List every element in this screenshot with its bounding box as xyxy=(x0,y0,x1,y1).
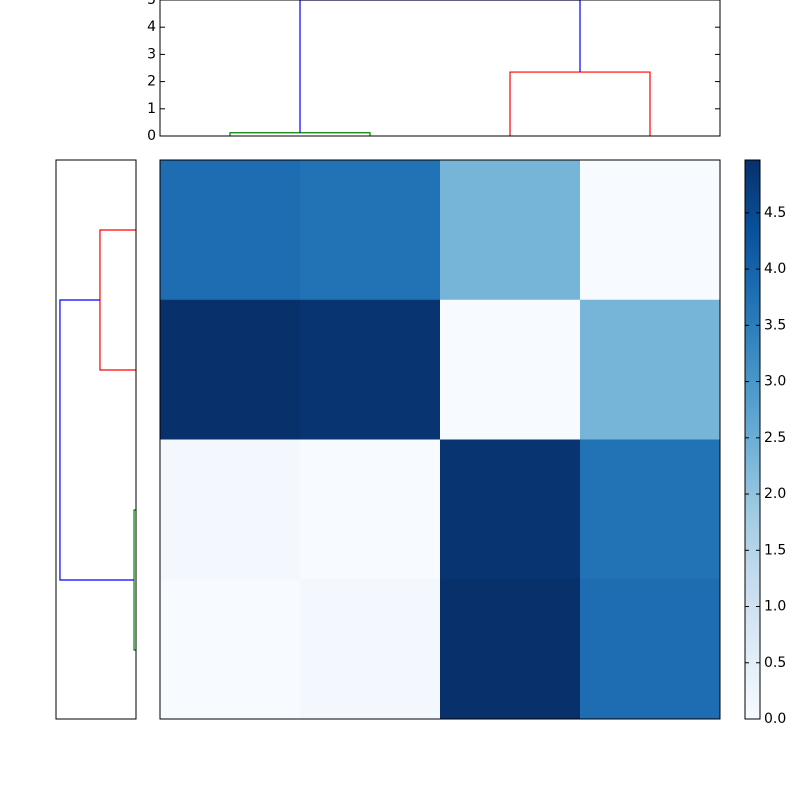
heatmap-cell xyxy=(160,439,301,580)
colorbar-tick-label: 2.0 xyxy=(764,486,786,502)
y-tick-label: 3 xyxy=(147,46,156,62)
colorbar-tick-label: 0.0 xyxy=(764,711,786,727)
colorbar xyxy=(744,159,761,720)
y-tick-label: 4 xyxy=(147,19,156,35)
colorbar-tick-label: 4.5 xyxy=(764,205,786,221)
colorbar-tick-label: 3.0 xyxy=(764,374,786,390)
y-tick-label: 5 xyxy=(147,0,156,8)
colorbar-tick-label: 4.0 xyxy=(764,261,786,277)
dendrogram-link xyxy=(133,509,136,651)
y-tick-label: 2 xyxy=(147,74,156,90)
colorbar-tick-label: 2.5 xyxy=(764,430,786,446)
dendrogram-link xyxy=(509,71,651,136)
heatmap-cell xyxy=(580,299,721,440)
heatmap-cell xyxy=(300,160,441,301)
dendrogram-link xyxy=(99,229,136,371)
heatmap-cell xyxy=(300,439,441,580)
axes-frame xyxy=(159,0,721,137)
heatmap-cell xyxy=(160,579,301,720)
axes-frame xyxy=(159,159,721,720)
heatmap-cell xyxy=(440,439,581,580)
heatmap-cell xyxy=(580,439,721,580)
y-tick-label: 0 xyxy=(147,128,156,144)
y-tick-label: 1 xyxy=(147,101,156,117)
axes-frame xyxy=(55,159,137,720)
heatmap-cell xyxy=(160,160,301,301)
colorbar-tick-label: 3.5 xyxy=(764,317,786,333)
colorbar-tick-label: 0.5 xyxy=(764,655,786,671)
heatmap-cell xyxy=(580,579,721,720)
colorbar-tick-label: 1.0 xyxy=(764,599,786,615)
heatmap-cell xyxy=(160,299,301,440)
heatmap-cell xyxy=(440,160,581,301)
heatmap-cell xyxy=(580,160,721,301)
colorbar-tick-label: 1.5 xyxy=(764,542,786,558)
heatmap-cell xyxy=(440,299,581,440)
heatmap-cell xyxy=(440,579,581,720)
heatmap-cell xyxy=(300,299,441,440)
dendrogram-link xyxy=(59,299,135,581)
dendrogram-link xyxy=(299,0,581,133)
heatmap-cell xyxy=(300,579,441,720)
